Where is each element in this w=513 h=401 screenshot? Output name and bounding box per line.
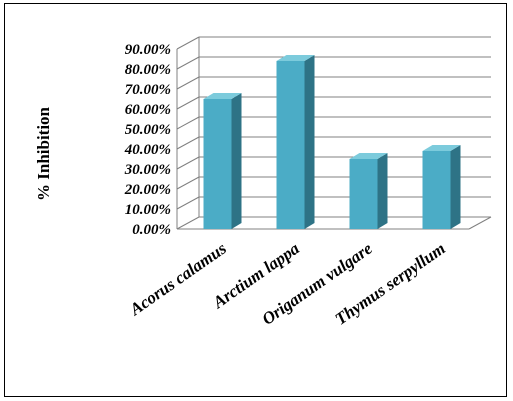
- bar-side: [377, 153, 388, 229]
- bar-side: [304, 55, 315, 229]
- y-tick-label: 30.00%: [124, 162, 171, 178]
- y-tick-label: 70.00%: [125, 82, 171, 98]
- x-tick-label: Acorus calamus: [126, 238, 230, 319]
- gridline-side: [176, 76, 200, 90]
- bar: [349, 153, 388, 229]
- y-tick-label: 10.00%: [125, 202, 171, 218]
- bar-top: [422, 145, 461, 151]
- bar-chart: 0.00% 10.00% 20.00% 30.00% 40.00% 50.00% 60.00…: [34, 36, 492, 329]
- bar: [276, 55, 315, 229]
- grid-layer: [176, 36, 492, 230]
- floor-right-edge: [468, 216, 492, 230]
- bar-front: [203, 99, 232, 229]
- bar: [422, 145, 461, 229]
- y-tick-label: 0.00%: [132, 222, 171, 238]
- gridline-side: [176, 36, 200, 50]
- y-axis-label: % Inhibition: [34, 106, 53, 201]
- gridline-side: [176, 56, 200, 70]
- bar-top: [349, 153, 388, 159]
- chart-frame: 0.00% 10.00% 20.00% 30.00% 40.00% 50.00% 60.00…: [4, 3, 507, 397]
- y-tick-label: 90.00%: [125, 42, 171, 58]
- gridline-side: [176, 176, 200, 190]
- gridline-side: [176, 136, 200, 150]
- y-tick-label: 40.00%: [124, 142, 171, 158]
- bar-front: [422, 151, 451, 229]
- bar-layer: [203, 55, 461, 229]
- bar: [203, 93, 242, 229]
- y-tick-label: 20.00%: [124, 182, 171, 198]
- tick-layer: 0.00% 10.00% 20.00% 30.00% 40.00% 50.00% 60.00…: [124, 42, 171, 238]
- gridline-side: [176, 216, 200, 230]
- bar-top: [276, 55, 315, 61]
- y-tick-label: 60.00%: [125, 102, 171, 118]
- bar-front: [276, 61, 305, 229]
- gridline-side: [176, 96, 200, 110]
- gridline-side: [176, 196, 200, 210]
- y-tick-label: 50.00%: [125, 122, 171, 138]
- bar-front: [349, 159, 378, 229]
- y-tick-label: 80.00%: [125, 62, 171, 78]
- bar-side: [231, 93, 242, 229]
- bar-side: [450, 145, 461, 229]
- bar-top: [203, 93, 242, 99]
- gridline-side: [176, 156, 200, 170]
- gridline-side: [176, 116, 200, 130]
